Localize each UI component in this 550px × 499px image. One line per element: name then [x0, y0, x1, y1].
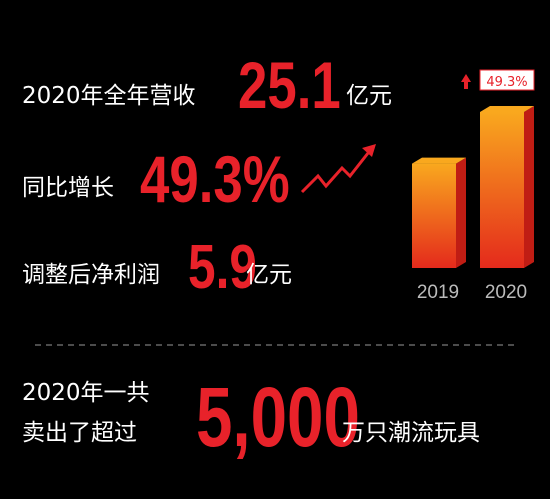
x-tick-label: 2019 — [417, 282, 459, 303]
footer-line: 卖出了超过 — [22, 420, 137, 446]
footer-line: 2020年一共 — [22, 380, 150, 406]
annotation-box — [479, 69, 535, 91]
stat-label: 调整后净利润 — [22, 262, 160, 288]
stat-value: 49.3% — [140, 142, 290, 216]
stat-unit: 亿元 — [246, 262, 292, 288]
bar — [412, 163, 456, 268]
trend-arrow — [300, 147, 374, 194]
annotation: 49.3% — [486, 75, 527, 90]
stat-value: 25.1 — [238, 48, 341, 122]
bar-side — [456, 157, 466, 268]
stat-label: 同比增长 — [22, 175, 114, 201]
stat-label: 2020年全年营收 — [22, 83, 196, 109]
bar — [480, 112, 524, 268]
annotation-arrow — [461, 74, 471, 89]
stat-unit: 亿元 — [346, 83, 392, 109]
footer-unit: 万只潮流玩具 — [342, 420, 480, 446]
footer-value: 5,000 — [196, 370, 360, 464]
bar-side — [524, 106, 534, 268]
x-tick-label: 2020 — [485, 282, 527, 303]
bar-top — [412, 157, 466, 164]
arrow-head — [362, 144, 376, 157]
stat-value: 5.9 — [188, 232, 257, 302]
bar-top — [480, 106, 534, 112]
